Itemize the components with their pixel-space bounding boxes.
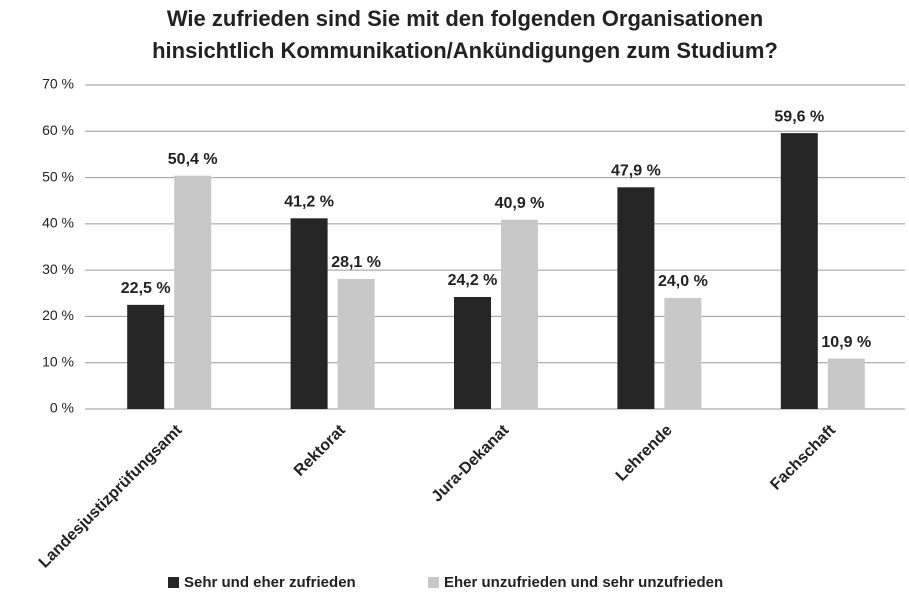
y-tick-label: 70 % xyxy=(42,76,74,92)
y-tick-label: 30 % xyxy=(42,261,74,277)
bar xyxy=(174,175,212,409)
x-tick-label: Rektorat xyxy=(291,421,349,479)
value-label: 10,9 % xyxy=(821,334,871,351)
legend-swatch xyxy=(168,577,179,588)
y-tick-label: 20 % xyxy=(42,307,74,323)
y-tick-label: 40 % xyxy=(42,215,74,231)
value-label: 59,6 % xyxy=(774,108,824,125)
bar xyxy=(664,297,702,409)
bar xyxy=(454,296,491,409)
x-tick-label: Lehrende xyxy=(613,422,676,485)
value-label: 50,4 % xyxy=(168,151,218,168)
x-tick-label: Landesjustizprüfungsamt xyxy=(36,421,186,571)
legend-label: Eher unzufrieden und sehr unzufrieden xyxy=(444,574,723,591)
value-label: 24,0 % xyxy=(658,273,708,290)
bar xyxy=(827,358,865,409)
legend-swatch xyxy=(428,577,439,588)
value-label: 41,2 % xyxy=(284,194,334,211)
y-tick-label: 60 % xyxy=(42,122,74,138)
value-label: 22,5 % xyxy=(121,280,171,297)
chart-title: Wie zufrieden sind Sie mit den folgenden… xyxy=(167,6,763,31)
y-tick-label: 10 % xyxy=(42,353,74,369)
value-label: 24,2 % xyxy=(448,272,498,289)
bar xyxy=(617,187,655,409)
bar xyxy=(501,219,538,409)
value-label: 40,9 % xyxy=(495,195,545,212)
x-tick-label: Fachschaft xyxy=(767,421,839,493)
bar xyxy=(127,304,165,409)
chart-title: hinsichtlich Kommunikation/Ankündigungen… xyxy=(152,38,778,63)
value-label: 28,1 % xyxy=(331,254,381,271)
x-tick-label: Jura-Dekanat xyxy=(429,421,513,505)
bar xyxy=(290,218,328,409)
bar xyxy=(780,133,818,409)
y-tick-label: 50 % xyxy=(42,168,74,184)
bar xyxy=(337,278,375,409)
legend-label: Sehr und eher zufrieden xyxy=(184,574,356,591)
y-tick-label: 0 % xyxy=(50,400,74,416)
value-label: 47,9 % xyxy=(611,163,661,180)
